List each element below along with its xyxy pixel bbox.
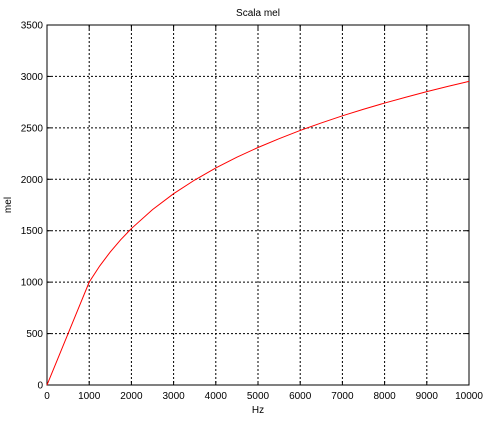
x-tick-label: 4000 bbox=[205, 391, 228, 402]
x-axis-label: Hz bbox=[252, 405, 264, 416]
y-tick-label: 3000 bbox=[21, 72, 44, 83]
x-tick-label: 3000 bbox=[162, 391, 185, 402]
y-axis-label: mel bbox=[3, 197, 14, 213]
x-tick-labels: 0 1000 2000 3000 4000 5000 6000 7000 8000 9000 100… bbox=[44, 391, 483, 402]
y-tick-label: 2000 bbox=[21, 175, 44, 186]
grid bbox=[47, 25, 469, 385]
x-tick-label: 8000 bbox=[373, 391, 396, 402]
x-tick-label: 0 bbox=[44, 391, 50, 402]
y-tick-label: 3500 bbox=[21, 21, 44, 32]
y-tick-label: 1500 bbox=[21, 226, 44, 237]
y-tick-label: 500 bbox=[26, 329, 43, 340]
x-tick-label: 6000 bbox=[289, 391, 312, 402]
x-tick-label: 2000 bbox=[120, 391, 143, 402]
y-tick-labels: 0 500 1000 1500 2000 2500 3000 3500 bbox=[21, 21, 44, 392]
y-tick-label: 2500 bbox=[21, 123, 44, 134]
x-tick-label: 5000 bbox=[247, 391, 270, 402]
x-tick-label: 9000 bbox=[416, 391, 439, 402]
series-group bbox=[46, 80, 470, 386]
x-tick-label: 10000 bbox=[455, 391, 483, 402]
series-line bbox=[46, 80, 470, 386]
chart-title: Scala mel bbox=[236, 8, 280, 19]
x-tick-label: 1000 bbox=[78, 391, 101, 402]
x-tick-label: 7000 bbox=[331, 391, 354, 402]
y-tick-label: 0 bbox=[37, 381, 43, 392]
y-tick-label: 1000 bbox=[21, 278, 44, 289]
